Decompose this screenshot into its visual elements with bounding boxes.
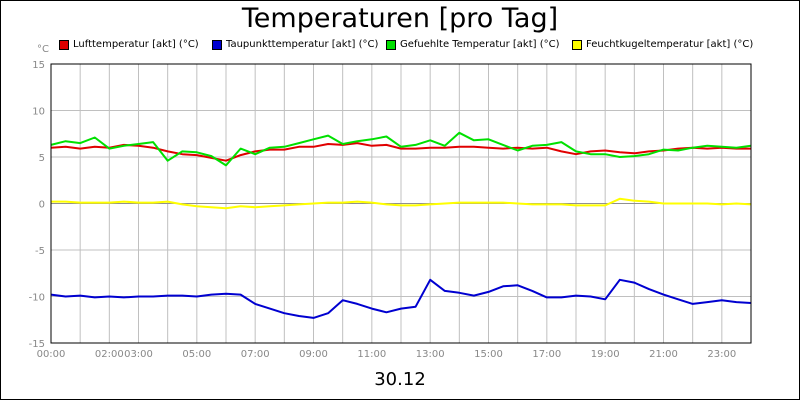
x-tick-label: 11:00 xyxy=(357,349,386,360)
legend-label-gefuehlte-temperatur: Gefuehlte Temperatur [akt] (°C) xyxy=(400,39,560,50)
series-line-3 xyxy=(51,197,752,210)
y-tick-label: 5 xyxy=(39,153,45,164)
x-tick-label: 13:00 xyxy=(416,349,445,360)
x-tick-label: 03:00 xyxy=(124,349,153,360)
legend-swatch-feuchtkugeltemperatur xyxy=(572,39,582,50)
plot-border xyxy=(50,63,752,344)
x-tick-label: 19:00 xyxy=(591,349,620,360)
y-tick-label: 15 xyxy=(32,60,45,71)
x-tick-label: 05:00 xyxy=(182,349,211,360)
x-tick-label: 15:00 xyxy=(474,349,503,360)
x-tick-label: 09:00 xyxy=(299,349,328,360)
series-lines xyxy=(50,131,752,319)
x-axis-ticks: 00:00 02:00 03:00 05:00 07:00 09:00 11:00 13:00… xyxy=(37,349,737,360)
legend-swatch-taupunkttemperatur xyxy=(212,39,222,50)
y-tick-label: -5 xyxy=(35,246,45,257)
legend-label-taupunkttemperatur: Taupunkttemperatur [akt] (°C) xyxy=(226,39,379,50)
legend-swatch-gefuehlte-temperatur xyxy=(386,39,396,50)
x-axis-date-label: 30.12 xyxy=(374,369,426,390)
x-tick-label: 21:00 xyxy=(649,349,678,360)
legend-item-taupunkttemperatur: Taupunkttemperatur [akt] (°C) xyxy=(212,39,378,50)
y-tick-label: 0 xyxy=(39,200,45,211)
y-tick-label: -15 xyxy=(29,339,45,350)
y-tick-label: -10 xyxy=(29,293,45,304)
y-tick-label: 10 xyxy=(32,107,45,118)
legend-item-feuchtkugeltemperatur: Feuchtkugeltemperatur [akt] (°C) xyxy=(572,39,753,50)
legend-item-gefuehlte-temperatur: Gefuehlte Temperatur [akt] (°C) xyxy=(386,39,559,50)
series-line-1 xyxy=(50,278,752,319)
grid xyxy=(51,64,751,343)
legend-label-feuchtkugeltemperatur: Feuchtkugeltemperatur [akt] (°C) xyxy=(586,39,754,50)
x-tick-label: 07:00 xyxy=(241,349,270,360)
y-unit-label: °C xyxy=(37,44,49,55)
legend-label-lufttemperatur: Lufttemperatur [akt] (°C) xyxy=(73,39,199,50)
x-tick-label: 23:00 xyxy=(707,349,736,360)
y-axis-ticks: 15 10 5 0 -5 -10 -15 xyxy=(29,60,45,350)
x-tick-label: 17:00 xyxy=(532,349,561,360)
legend-item-lufttemperatur: Lufttemperatur [akt] (°C) xyxy=(59,39,199,50)
x-tick-label: 00:00 xyxy=(37,349,66,360)
series-line-2 xyxy=(50,131,752,167)
legend-swatch-lufttemperatur xyxy=(59,39,69,50)
series-line-0 xyxy=(50,142,751,162)
chart-title: Temperaturen [pro Tag] xyxy=(241,3,559,34)
x-tick-label: 02:00 xyxy=(95,349,124,360)
